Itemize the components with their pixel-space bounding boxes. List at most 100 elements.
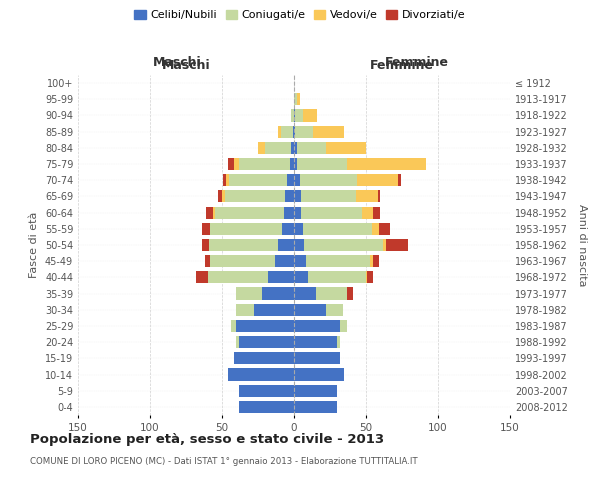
Bar <box>294 255 305 268</box>
Bar <box>347 158 427 170</box>
Bar <box>366 272 367 283</box>
Bar <box>291 142 294 154</box>
Bar <box>294 93 297 106</box>
Bar <box>233 352 294 364</box>
Bar <box>202 239 209 251</box>
Bar <box>294 190 301 202</box>
Bar <box>362 206 373 218</box>
Bar <box>236 304 254 316</box>
Bar <box>383 239 386 251</box>
Bar <box>294 222 302 235</box>
Bar <box>337 336 340 348</box>
Bar <box>236 336 239 348</box>
Bar <box>295 126 313 138</box>
Bar <box>379 222 391 235</box>
Bar <box>294 239 304 251</box>
Bar <box>308 272 366 283</box>
Bar <box>294 368 344 380</box>
Bar <box>205 255 211 268</box>
Bar <box>305 255 370 268</box>
Bar <box>228 158 233 170</box>
Bar <box>239 336 294 348</box>
Bar <box>304 239 383 251</box>
Bar <box>239 384 294 397</box>
Bar <box>284 206 294 218</box>
Bar <box>215 206 284 218</box>
Bar <box>347 288 353 300</box>
Bar <box>373 255 379 268</box>
Bar <box>398 174 401 186</box>
Y-axis label: Fasce di età: Fasce di età <box>29 212 39 278</box>
Bar <box>326 304 343 316</box>
Bar <box>230 320 236 332</box>
Bar <box>294 352 340 364</box>
Bar <box>302 110 317 122</box>
Bar <box>295 110 302 122</box>
Bar <box>223 174 226 186</box>
Text: Maschi: Maschi <box>161 59 211 72</box>
Bar <box>313 126 344 138</box>
Bar <box>294 142 297 154</box>
Bar <box>226 174 229 186</box>
Bar <box>300 174 358 186</box>
Bar <box>326 142 366 154</box>
Bar <box>214 206 215 218</box>
Bar <box>196 272 208 283</box>
Bar <box>281 126 293 138</box>
Bar <box>265 142 291 154</box>
Bar <box>218 190 222 202</box>
Bar <box>236 288 262 300</box>
Text: Maschi: Maschi <box>152 56 202 69</box>
Bar <box>275 255 294 268</box>
Bar <box>316 288 347 300</box>
Text: COMUNE DI LORO PICENO (MC) - Dati ISTAT 1° gennaio 2013 - Elaborazione TUTTITALI: COMUNE DI LORO PICENO (MC) - Dati ISTAT … <box>30 458 418 466</box>
Bar <box>301 190 356 202</box>
Bar <box>291 110 294 122</box>
Bar <box>225 190 286 202</box>
Bar <box>208 272 268 283</box>
Bar <box>294 401 337 413</box>
Bar <box>294 320 340 332</box>
Y-axis label: Anni di nascita: Anni di nascita <box>577 204 587 286</box>
Bar <box>302 222 372 235</box>
Text: Femmine: Femmine <box>385 56 449 69</box>
Bar <box>358 174 398 186</box>
Text: Popolazione per età, sesso e stato civile - 2013: Popolazione per età, sesso e stato civil… <box>30 432 384 446</box>
Bar <box>293 126 294 138</box>
Bar <box>294 174 300 186</box>
Bar <box>297 158 347 170</box>
Bar <box>301 206 362 218</box>
Bar <box>370 255 373 268</box>
Bar <box>254 304 294 316</box>
Bar <box>268 272 294 283</box>
Bar <box>229 174 287 186</box>
Bar <box>294 336 337 348</box>
Bar <box>278 126 281 138</box>
Bar <box>262 288 294 300</box>
Bar <box>290 158 294 170</box>
Bar <box>209 239 278 251</box>
Bar <box>228 368 294 380</box>
Bar <box>211 255 275 268</box>
Bar <box>233 158 239 170</box>
Bar <box>294 206 301 218</box>
Bar <box>294 304 326 316</box>
Bar <box>367 272 373 283</box>
Bar <box>287 174 294 186</box>
Bar <box>258 142 265 154</box>
Bar <box>222 190 225 202</box>
Bar <box>294 158 297 170</box>
Bar <box>294 110 295 122</box>
Bar <box>286 190 294 202</box>
Bar <box>283 222 294 235</box>
Legend: Celibi/Nubili, Coniugati/e, Vedovi/e, Divorziati/e: Celibi/Nubili, Coniugati/e, Vedovi/e, Di… <box>130 6 470 25</box>
Bar <box>356 190 377 202</box>
Bar <box>239 158 290 170</box>
Text: Femmine: Femmine <box>370 59 434 72</box>
Bar <box>239 401 294 413</box>
Bar <box>377 190 380 202</box>
Bar <box>297 93 300 106</box>
Bar <box>278 239 294 251</box>
Bar <box>340 320 347 332</box>
Bar <box>373 206 380 218</box>
